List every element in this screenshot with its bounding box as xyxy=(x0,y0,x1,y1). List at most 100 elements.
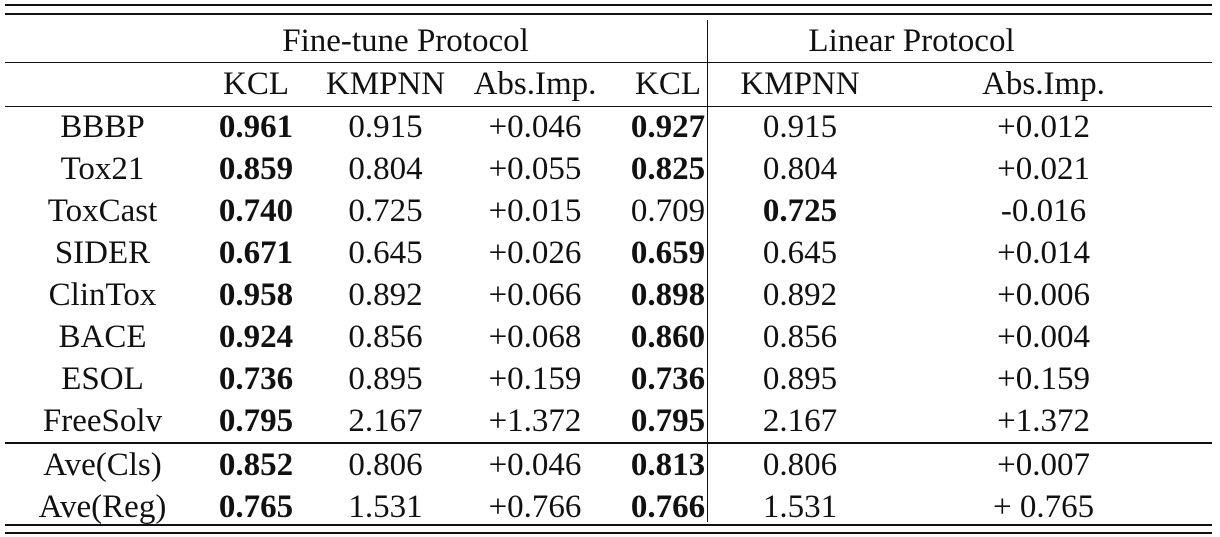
lin-kcl-cell: 0.927 xyxy=(630,108,706,145)
lin-imp-cell: +0.007 xyxy=(875,442,1213,486)
linear-group-header: Linear Protocol xyxy=(808,22,1015,59)
table-row: FreeSolv 0.795 2.167 +1.372 0.795 2.167 +1.372 xyxy=(5,400,1212,443)
lin-kcl-cell: 0.659 xyxy=(630,234,706,271)
lin-kcl-cell: 0.736 xyxy=(630,360,706,397)
ft-kcl-cell: 0.859 xyxy=(218,150,294,187)
table-row: SIDER 0.671 0.645 +0.026 0.659 0.645 +0.014 xyxy=(5,232,1212,274)
lin-kcl-cell: 0.709 xyxy=(630,192,706,229)
lin-imp-cell: +1.372 xyxy=(997,402,1090,439)
dataset-label: SIDER xyxy=(54,234,151,271)
col-header-ft-kcl: KCL xyxy=(223,65,289,102)
ft-kmpnn-cell: 0.895 xyxy=(348,360,423,397)
bottom-rule-inner xyxy=(5,524,1212,526)
lin-kmpnn-cell: 2.167 xyxy=(762,402,838,439)
ft-imp-cell: +0.068 xyxy=(488,318,582,355)
group-header-rule xyxy=(5,62,1212,63)
protocol-divider xyxy=(707,20,708,522)
ft-kmpnn-cell: 2.167 xyxy=(348,402,423,439)
ft-kmpnn-cell: 0.856 xyxy=(348,318,423,355)
ft-imp-cell: +0.159 xyxy=(488,360,582,397)
ft-imp-cell: +0.026 xyxy=(488,234,582,271)
table-row: Ave(Cls) 0.852 0.806 +0.046 0.813 0.806 +0.007 xyxy=(5,442,1213,486)
ft-kmpnn-cell: 0.892 xyxy=(348,276,423,313)
ft-imp-cell: +0.046 xyxy=(488,108,582,145)
bottom-rule-outer xyxy=(5,532,1212,534)
ft-kcl-cell: 0.795 xyxy=(218,402,294,439)
dataset-label: Ave(Reg) xyxy=(38,488,167,525)
lin-imp-cell: +0.004 xyxy=(997,318,1090,355)
ft-kcl-cell: 0.961 xyxy=(218,108,294,145)
col-header-lin-kmpnn: KMPNN xyxy=(740,65,860,102)
lin-kcl-cell: 0.813 xyxy=(611,442,725,486)
lin-kmpnn-cell: 0.806 xyxy=(725,442,875,486)
ft-kcl-cell: 0.671 xyxy=(218,234,294,271)
ft-kcl-cell: 0.958 xyxy=(218,276,294,313)
ft-kmpnn-cell: 0.915 xyxy=(348,108,423,145)
column-header-rule xyxy=(5,106,1212,107)
dataset-label: Tox21 xyxy=(60,150,145,187)
lin-imp-cell: +0.021 xyxy=(997,150,1090,187)
ft-kmpnn-cell: 0.725 xyxy=(348,192,423,229)
lin-kmpnn-cell: 0.915 xyxy=(762,108,838,145)
dataset-label: BBBP xyxy=(60,108,145,145)
col-header-lin-kcl: KCL xyxy=(635,65,701,102)
lin-imp-cell: + 0.765 xyxy=(992,488,1095,525)
table-row: ESOL 0.736 0.895 +0.159 0.736 0.895 +0.159 xyxy=(5,358,1212,400)
ft-kcl-cell: 0.924 xyxy=(218,318,294,355)
lin-kcl-cell: 0.860 xyxy=(630,318,706,355)
ft-kcl-cell: 0.852 xyxy=(200,442,312,486)
finetune-group-header: Fine-tune Protocol xyxy=(282,22,529,59)
lin-imp-cell: -0.016 xyxy=(1000,192,1087,229)
col-header-ft-imp: Abs.Imp. xyxy=(473,65,597,102)
lin-kcl-cell: 0.825 xyxy=(630,150,706,187)
ft-kcl-cell: 0.736 xyxy=(218,360,294,397)
ft-kmpnn-cell: 0.804 xyxy=(348,150,423,187)
lin-imp-cell: +0.012 xyxy=(997,108,1090,145)
dataset-label: Ave(Cls) xyxy=(5,442,200,486)
table-row: Ave(Reg) 0.765 1.531 +0.766 0.766 1.531 + 0.76… xyxy=(5,486,1212,528)
col-header-ft-kmpnn: KMPNN xyxy=(325,65,446,102)
ft-kcl-cell: 0.765 xyxy=(218,488,294,525)
group-header-empty xyxy=(5,20,200,62)
ft-imp-cell: +0.055 xyxy=(488,150,582,187)
table-row: ToxCast 0.740 0.725 +0.015 0.709 0.725 -0.016 xyxy=(5,190,1212,232)
lin-kmpnn-cell: 0.804 xyxy=(762,150,838,187)
ft-kcl-cell: 0.740 xyxy=(218,192,294,229)
top-rule-outer xyxy=(5,4,1212,6)
group-header-row: Fine-tune Protocol Linear Protocol xyxy=(5,20,1212,62)
column-header-row: KCL KMPNN Abs.Imp. KCL KMPNN Abs.Imp. xyxy=(5,62,1212,106)
dataset-label: BACE xyxy=(58,318,147,355)
lin-kmpnn-cell: 0.645 xyxy=(762,234,838,271)
ft-imp-cell: +0.015 xyxy=(488,192,582,229)
ft-imp-cell: +0.046 xyxy=(459,442,611,486)
table-row: Tox21 0.859 0.804 +0.055 0.825 0.804 +0.021 xyxy=(5,148,1212,190)
lin-kcl-cell: 0.898 xyxy=(630,276,706,313)
table-body: BBBP 0.961 0.915 +0.046 0.927 0.915 +0.012 Tox2… xyxy=(5,106,1213,528)
lin-kmpnn-cell: 1.531 xyxy=(762,488,838,525)
dataset-label: ToxCast xyxy=(47,192,158,229)
lin-kmpnn-cell: 0.895 xyxy=(762,360,838,397)
ft-kmpnn-cell: 0.806 xyxy=(312,442,459,486)
ft-kmpnn-cell: 0.645 xyxy=(348,234,423,271)
results-table: Fine-tune Protocol Linear Protocol KCL K… xyxy=(5,20,1213,528)
lin-kmpnn-cell: 0.856 xyxy=(762,318,838,355)
lin-imp-cell: +0.006 xyxy=(997,276,1090,313)
lin-kmpnn-cell: 0.725 xyxy=(762,192,838,229)
top-rule-inner xyxy=(5,13,1212,15)
lin-imp-cell: +0.014 xyxy=(997,234,1090,271)
ft-imp-cell: +1.372 xyxy=(488,402,582,439)
lin-kcl-cell: 0.795 xyxy=(630,402,706,439)
dataset-label: ClinTox xyxy=(48,276,157,313)
lin-imp-cell: +0.159 xyxy=(997,360,1090,397)
table-row: BBBP 0.961 0.915 +0.046 0.927 0.915 +0.012 xyxy=(5,106,1212,148)
dataset-label: FreeSolv xyxy=(42,402,163,439)
column-header-empty xyxy=(5,62,200,106)
col-header-lin-imp: Abs.Imp. xyxy=(982,65,1105,102)
table-row: ClinTox 0.958 0.892 +0.066 0.898 0.892 +0.006 xyxy=(5,274,1212,316)
dataset-label: ESOL xyxy=(61,360,144,397)
lin-kmpnn-cell: 0.892 xyxy=(762,276,838,313)
table-row: BACE 0.924 0.856 +0.068 0.860 0.856 +0.004 xyxy=(5,316,1212,358)
lin-kcl-cell: 0.766 xyxy=(630,488,706,525)
ft-kmpnn-cell: 1.531 xyxy=(348,488,423,525)
